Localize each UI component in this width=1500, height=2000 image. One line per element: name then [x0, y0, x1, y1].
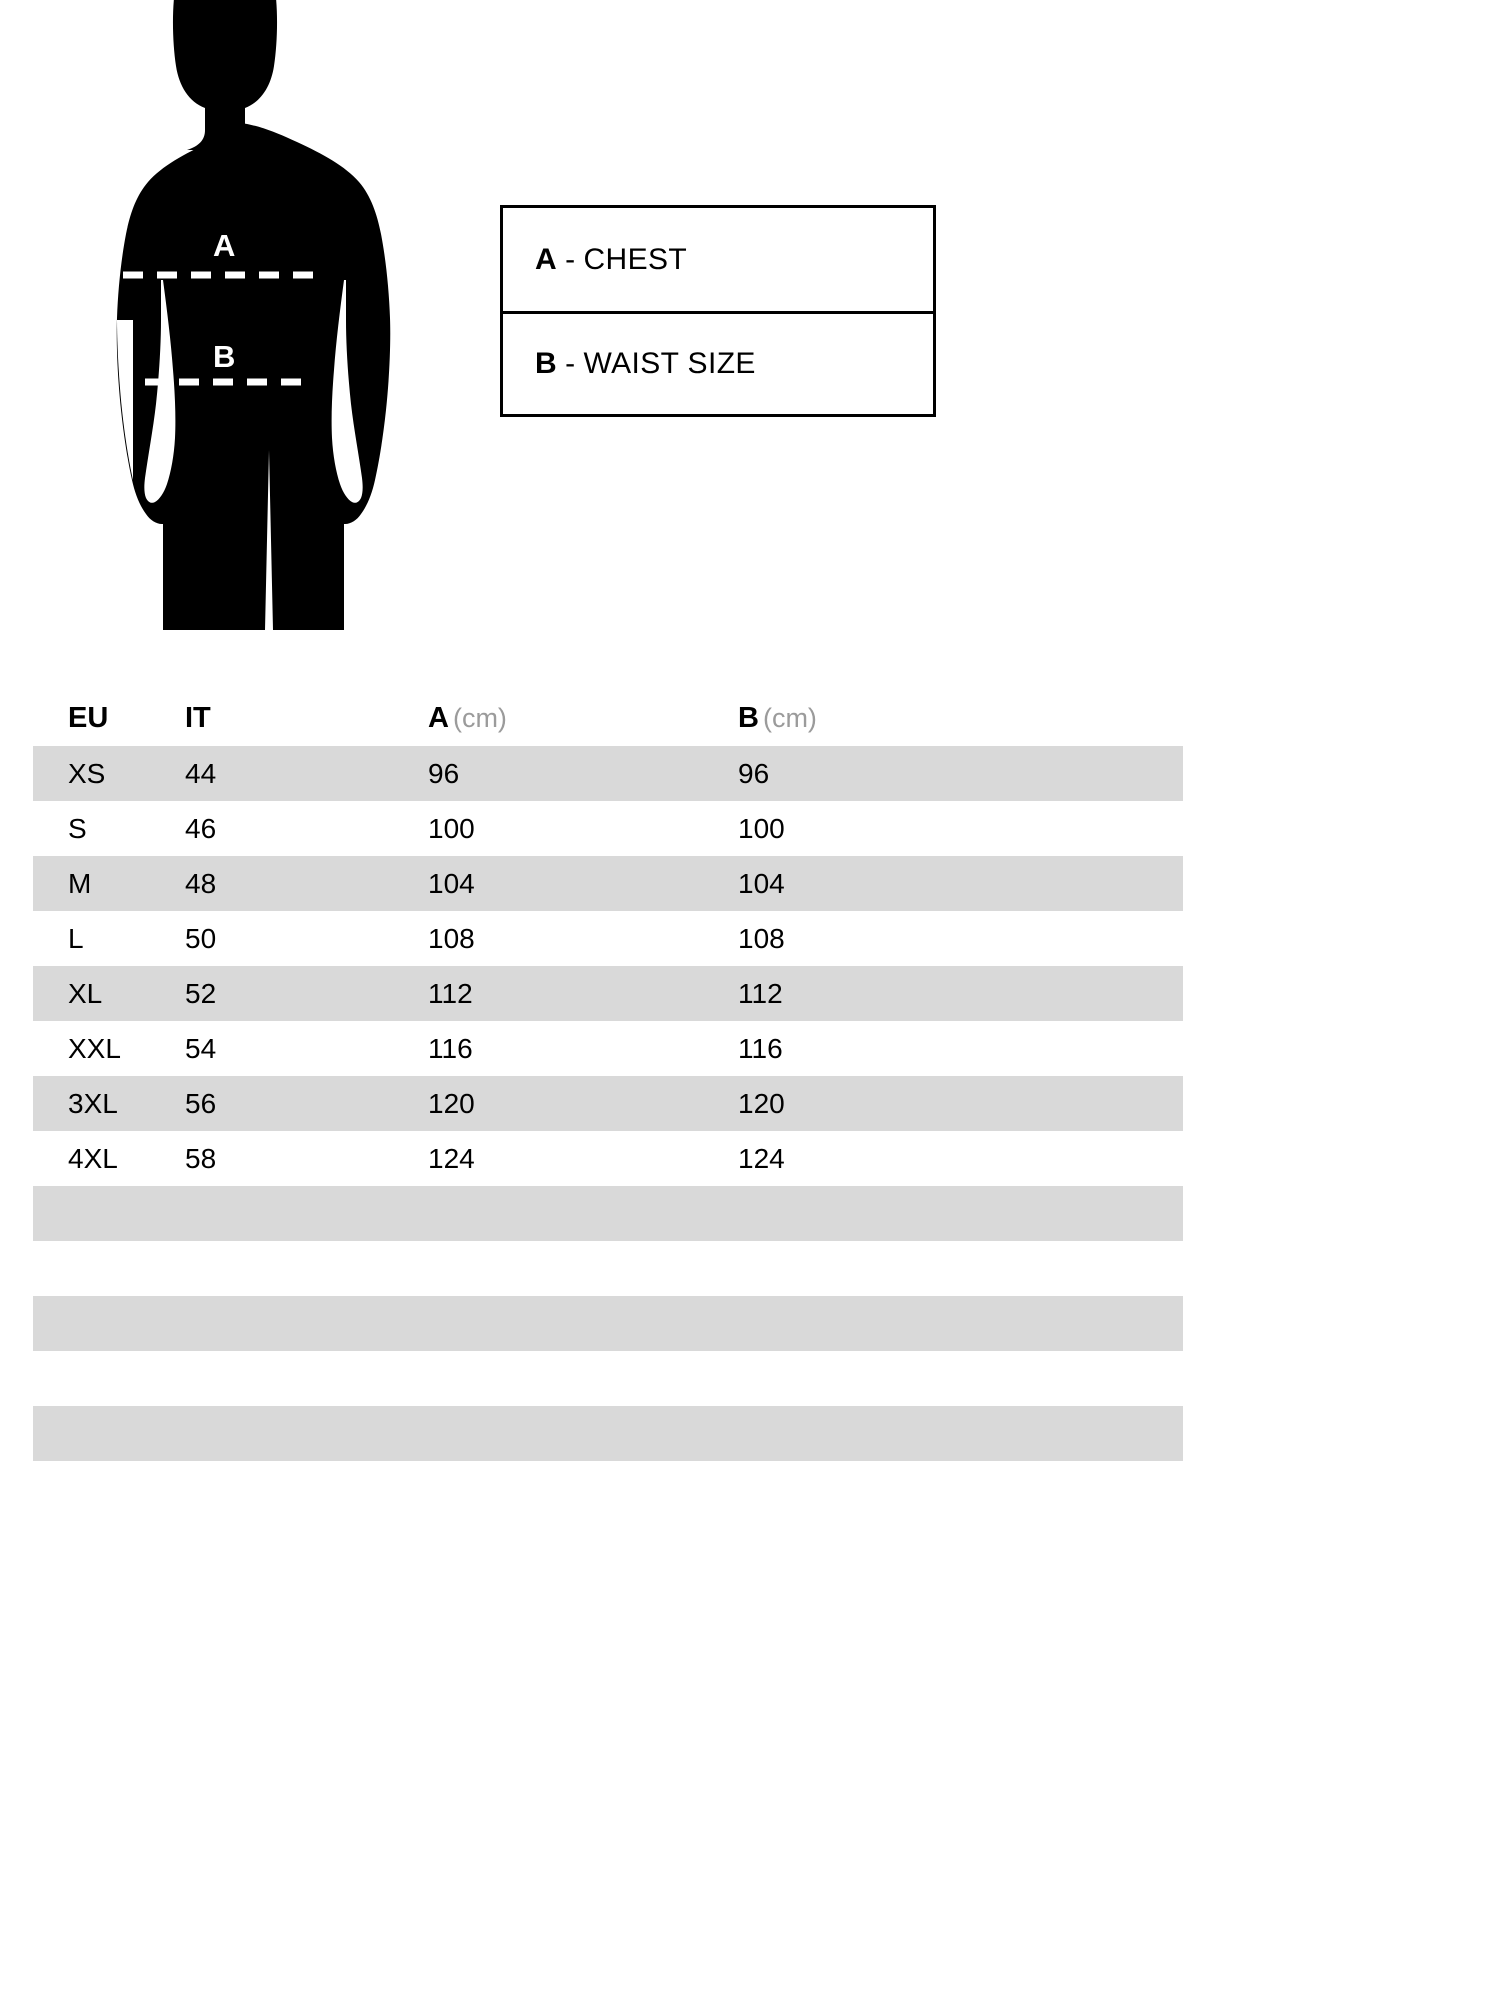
cell-it: 52 — [185, 977, 217, 1009]
cell-it: 56 — [185, 1087, 217, 1119]
waist-measure-label: B — [213, 339, 236, 374]
measurement-legend: A - CHEST B - WAIST SIZE — [500, 205, 936, 417]
cell-eu: XXL — [68, 1032, 121, 1064]
table-row-empty — [33, 1241, 1183, 1296]
cell-eu: XL — [68, 977, 103, 1009]
cell-b: 100 — [738, 812, 785, 844]
legend-row-waist: B - WAIST SIZE — [503, 311, 933, 414]
cell-it: 48 — [185, 867, 217, 899]
table-row: S 46 100 100 — [33, 801, 1183, 856]
cell-a: 108 — [428, 922, 475, 954]
table-row-empty — [33, 1186, 1183, 1241]
column-header-b-key: B — [738, 701, 759, 734]
column-header-a: A (cm) — [428, 702, 738, 735]
table-row-empty — [33, 1406, 1183, 1461]
cell-b: 96 — [738, 757, 770, 789]
cell-eu: XS — [68, 757, 106, 789]
illustration-area: A B A - CHEST B - WAIST SIZE — [0, 0, 1200, 670]
cell-a: 104 — [428, 867, 475, 899]
cell-a: 112 — [428, 977, 473, 1009]
table-row: 4XL 58 124 124 — [33, 1131, 1183, 1186]
cell-b: 124 — [738, 1142, 785, 1174]
size-chart-table: EU IT A (cm) B (cm) XS 44 96 96 S 46 100 100 M 48 10… — [0, 690, 1200, 1461]
cell-it: 54 — [185, 1032, 217, 1064]
table-row: XS 44 96 96 — [33, 746, 1183, 801]
cell-eu: 4XL — [68, 1142, 118, 1174]
cell-it: 58 — [185, 1142, 217, 1174]
table-row: L 50 108 108 — [33, 911, 1183, 966]
legend-key-a: A — [535, 242, 558, 276]
table-row: M 48 104 104 — [33, 856, 1183, 911]
cell-b: 116 — [738, 1032, 783, 1064]
cell-a: 120 — [428, 1087, 475, 1119]
table-row: XXL 54 116 116 — [33, 1021, 1183, 1076]
table-row: XL 52 112 112 — [33, 966, 1183, 1021]
cell-it: 50 — [185, 922, 217, 954]
legend-separator-b: - — [565, 347, 576, 380]
cell-it: 46 — [185, 812, 217, 844]
column-header-a-key: A — [428, 701, 449, 734]
table-body: XS 44 96 96 S 46 100 100 M 48 104 104 L 50 108 108 XL 52 1… — [0, 746, 1200, 1461]
cell-a: 124 — [428, 1142, 475, 1174]
table-row: 3XL 56 120 120 — [33, 1076, 1183, 1131]
column-header-a-unit: (cm) — [452, 702, 507, 733]
legend-text-waist: WAIST SIZE — [583, 347, 756, 380]
cell-eu: M — [68, 867, 92, 899]
cell-a: 100 — [428, 812, 475, 844]
column-header-b: B (cm) — [738, 702, 1183, 735]
legend-key-b: B — [535, 347, 558, 380]
legend-text-chest: CHEST — [583, 242, 688, 276]
cell-b: 112 — [738, 977, 783, 1009]
cell-eu: 3XL — [68, 1087, 118, 1119]
cell-b: 104 — [738, 867, 785, 899]
column-header-eu: EU — [68, 701, 109, 734]
cell-a: 116 — [428, 1032, 473, 1064]
cell-b: 108 — [738, 922, 785, 954]
chest-measure-label: A — [213, 228, 236, 263]
table-row-empty — [33, 1296, 1183, 1351]
cell-eu: L — [68, 922, 84, 954]
legend-separator-a: - — [565, 242, 576, 276]
table-header-row: EU IT A (cm) B (cm) — [33, 690, 1183, 746]
column-header-b-unit: (cm) — [762, 702, 817, 733]
column-header-it: IT — [185, 701, 211, 734]
male-torso-silhouette — [45, 0, 405, 650]
cell-it: 44 — [185, 757, 217, 789]
cell-eu: S — [68, 812, 87, 844]
cell-b: 120 — [738, 1087, 785, 1119]
legend-row-chest: A - CHEST — [503, 208, 933, 311]
cell-a: 96 — [428, 757, 460, 789]
silhouette-shape — [116, 0, 391, 630]
table-row-empty — [33, 1351, 1183, 1406]
